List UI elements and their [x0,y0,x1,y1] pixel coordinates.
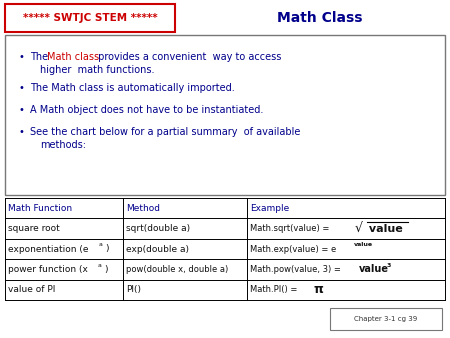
Text: •: • [18,52,24,62]
Text: Example: Example [250,204,289,213]
Text: methods:: methods: [40,140,86,150]
Text: value: value [365,224,403,234]
Text: Math Function: Math Function [8,204,72,213]
Text: Chapter 3-1 cg 39: Chapter 3-1 cg 39 [355,316,418,322]
Text: value: value [354,242,373,247]
Text: •: • [18,105,24,115]
Text: Math.PI() =: Math.PI() = [250,285,300,294]
Text: provides a convenient  way to access: provides a convenient way to access [95,52,281,62]
Text: value of PI: value of PI [8,285,55,294]
Bar [5,4,175,32]
Text: square root: square root [8,224,60,233]
Text: •: • [18,127,24,137]
Bar [5,35,445,195]
Text: π: π [314,283,324,296]
Text: Math.exp(value) = e: Math.exp(value) = e [250,244,336,254]
Text: ): ) [105,244,108,254]
Text: Math Class: Math Class [277,11,363,25]
Text: sqrt(double a): sqrt(double a) [126,224,190,233]
Text: ***** SWTJC STEM *****: ***** SWTJC STEM ***** [22,13,158,23]
Text: Math.pow(value, 3) =: Math.pow(value, 3) = [250,265,343,274]
Text: The: The [30,52,51,62]
Text: a: a [98,263,102,268]
Text: 3: 3 [387,263,392,268]
Text: exponentiation (e: exponentiation (e [8,244,89,254]
Text: higher  math functions.: higher math functions. [40,65,154,75]
Text: pow(double x, double a): pow(double x, double a) [126,265,228,274]
Text: exp(double a): exp(double a) [126,244,189,254]
Text: •: • [18,83,24,93]
Text: See the chart below for a partial summary  of available: See the chart below for a partial summar… [30,127,301,137]
Text: Method: Method [126,204,160,213]
Text: value: value [359,264,389,274]
Text: PI(): PI() [126,285,141,294]
Text: Math class: Math class [47,52,99,62]
Text: √: √ [355,222,363,235]
Text: A Math object does not have to be instantiated.: A Math object does not have to be instan… [30,105,263,115]
Text: Math.sqrt(value) =: Math.sqrt(value) = [250,224,332,233]
Text: power function (x: power function (x [8,265,88,274]
Text: The Math class is automatically imported.: The Math class is automatically imported… [30,83,235,93]
Text: ): ) [104,265,108,274]
Text: a: a [99,242,103,247]
Bar [330,308,442,330]
